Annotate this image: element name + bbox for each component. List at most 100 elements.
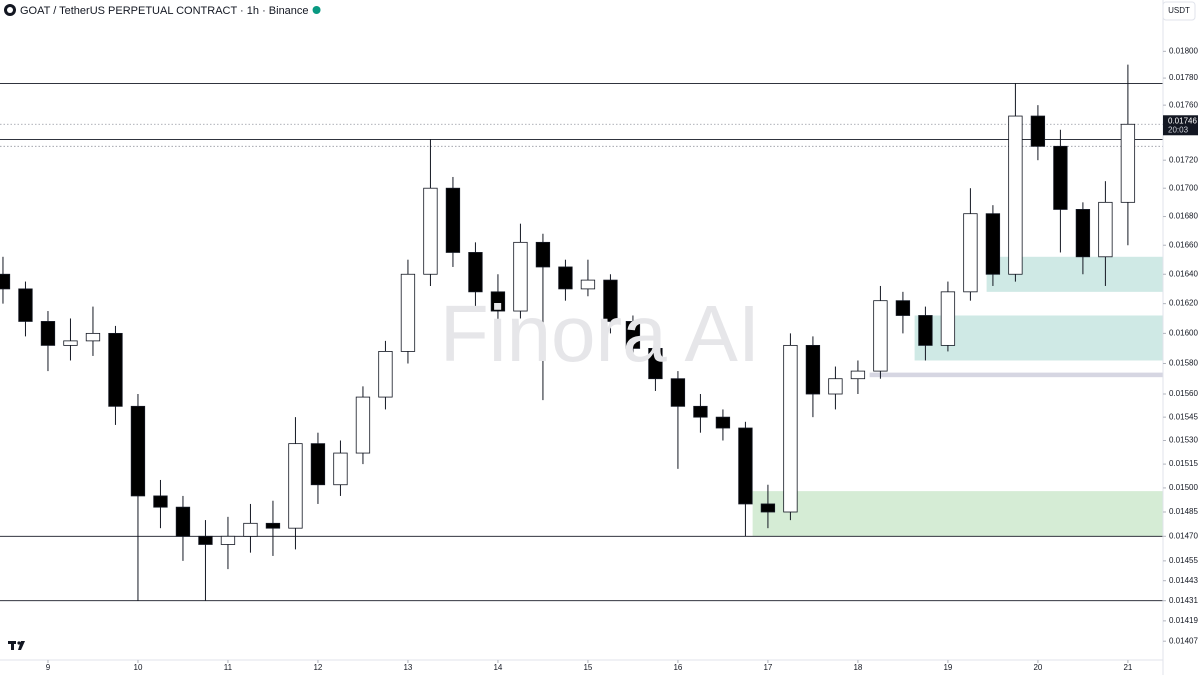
candle-body — [423, 187, 438, 275]
candle-body — [625, 321, 641, 349]
y-tick-label: 0.01470 — [1169, 531, 1198, 540]
candle-body — [828, 378, 843, 395]
x-tick-label: 19 — [943, 663, 952, 672]
candle-body — [1053, 145, 1068, 210]
y-tick-label: 0.01515 — [1169, 459, 1198, 468]
candle-body — [873, 300, 888, 372]
y-tick-label: 0.01780 — [1169, 73, 1198, 82]
y-tick-label: 0.01407 — [1169, 636, 1198, 645]
logo-part — [11, 641, 14, 650]
zone — [914, 315, 1163, 361]
candle-body — [670, 378, 686, 407]
currency-box[interactable] — [1162, 1, 1196, 21]
candle-body — [715, 416, 731, 429]
x-tick-label: 17 — [763, 663, 772, 672]
candle-body — [535, 241, 551, 268]
candle-body — [243, 522, 258, 537]
x-tick-label: 21 — [1123, 663, 1132, 672]
candle-body — [805, 344, 821, 395]
x-tick-label: 15 — [583, 663, 592, 672]
candle-body — [738, 427, 753, 505]
x-tick-label: 9 — [46, 663, 51, 672]
candle-body — [40, 321, 56, 346]
candle-body — [153, 495, 168, 508]
x-tick-label: 14 — [493, 663, 502, 672]
x-tick-label: 16 — [673, 663, 682, 672]
chart-title: GOAT / TetherUS PERPETUAL CONTRACT · 1h … — [20, 5, 309, 17]
candle-body — [355, 396, 371, 454]
candle-body — [783, 344, 798, 513]
candle-body — [0, 273, 11, 290]
candle-body — [18, 288, 33, 322]
y-tick-label: 0.01680 — [1169, 212, 1198, 221]
candle-body — [1008, 115, 1023, 275]
candle-body — [490, 291, 506, 312]
candle-body — [468, 252, 483, 293]
logo-part — [18, 641, 25, 650]
candle-body — [310, 443, 326, 486]
logo-part — [17, 641, 21, 645]
tv-logo — [8, 641, 25, 650]
candle-body — [130, 405, 146, 497]
candle-body — [265, 522, 281, 529]
y-tick-label: 0.01455 — [1169, 556, 1198, 565]
y-tick-label: 0.01660 — [1169, 240, 1198, 249]
candle-body — [333, 452, 348, 486]
y-tick-label: 0.01431 — [1169, 596, 1198, 605]
x-tick-label: 10 — [134, 663, 143, 672]
last-price: 0.01746 — [1168, 116, 1197, 125]
candle-body — [1120, 123, 1136, 203]
y-tick-label: 0.01560 — [1169, 389, 1198, 398]
y-tick-label: 0.01500 — [1169, 483, 1198, 492]
candle-body — [288, 443, 303, 529]
x-tick-label: 13 — [403, 663, 412, 672]
y-tick-label: 0.01419 — [1169, 616, 1198, 625]
y-tick-label: 0.01800 — [1169, 46, 1198, 55]
candle-body — [85, 332, 101, 342]
plot-area — [0, 64, 1163, 602]
candle-body — [693, 405, 708, 418]
x-tick-label: 11 — [224, 663, 233, 672]
y-tick-label: 0.01760 — [1169, 100, 1198, 109]
currency: USDT — [1168, 6, 1190, 15]
x-tick-label: 20 — [1033, 663, 1042, 672]
candle-body — [963, 213, 978, 293]
candle-body — [940, 291, 956, 346]
candle-body — [1098, 201, 1113, 258]
candle-body — [1075, 209, 1091, 258]
candle-body — [580, 279, 596, 290]
candle-body — [198, 535, 213, 545]
price-label-box — [1163, 115, 1198, 136]
y-tick-label: 0.01640 — [1169, 269, 1198, 278]
y-tick-label: 0.01600 — [1169, 328, 1198, 337]
candle-body — [895, 300, 911, 316]
y-tick-label: 0.01443 — [1169, 576, 1198, 585]
symbol-icon — [7, 7, 13, 13]
y-tick-label: 0.01530 — [1169, 436, 1198, 445]
zone — [752, 491, 1163, 537]
candle-body — [760, 503, 776, 513]
y-tick-label: 0.01720 — [1169, 155, 1198, 164]
watermark: Finora AI — [440, 289, 760, 378]
status-dot — [312, 6, 321, 14]
candle-body — [63, 340, 78, 346]
candle-body — [378, 351, 393, 398]
x-tick-label: 12 — [313, 663, 322, 672]
zone — [869, 372, 1163, 378]
y-tick-label: 0.01580 — [1169, 359, 1198, 368]
candle-body — [1030, 115, 1046, 147]
candle-body — [108, 332, 123, 407]
candle-body — [603, 279, 618, 322]
candle-body — [175, 506, 191, 537]
candle-body — [850, 370, 866, 380]
y-tick-label: 0.01545 — [1169, 412, 1198, 421]
y-tick-label: 0.01485 — [1169, 507, 1198, 516]
candle-body — [445, 187, 461, 253]
candle-body — [220, 535, 236, 545]
countdown: 20:03 — [1168, 125, 1189, 134]
y-tick-label: 0.01620 — [1169, 299, 1198, 308]
candle-body — [513, 241, 528, 312]
candle-body — [400, 273, 416, 352]
candle-body — [648, 347, 663, 380]
